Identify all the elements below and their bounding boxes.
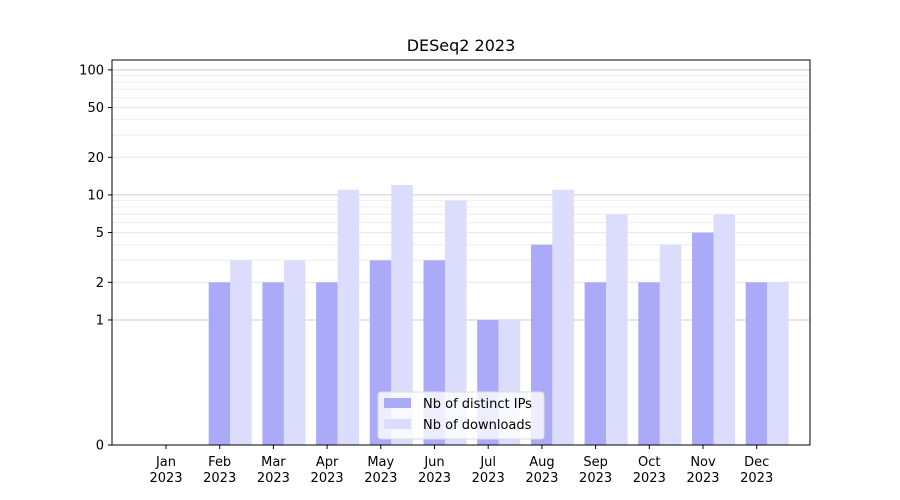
x-tick-label: May 2023: [364, 455, 397, 486]
bar-downloads: [767, 282, 789, 445]
bar-downloads: [552, 189, 574, 445]
legend-frame: [377, 391, 545, 440]
legend-label-distinct-ips: Nb of distinct IPs: [423, 397, 532, 412]
y-tick-label: 1: [96, 313, 104, 328]
x-tick-label: Sep 2023: [579, 455, 612, 486]
y-tick-label: 100: [79, 63, 104, 78]
bar-distinct-ips: [316, 282, 338, 445]
legend: Nb of distinct IPs Nb of downloads: [377, 391, 545, 440]
bar-downloads: [337, 189, 360, 445]
legend-swatch-distinct-ips: [384, 398, 411, 408]
y-tick-label: 2: [96, 276, 104, 291]
plot-frame: [111, 59, 811, 446]
bar-distinct-ips: [638, 282, 660, 445]
bar-distinct-ips: [692, 232, 714, 445]
x-tick-label: Mar 2023: [257, 455, 290, 486]
bar-downloads: [713, 214, 735, 445]
y-tick-label: 10: [87, 188, 104, 203]
x-tick-label: Feb 2023: [203, 455, 236, 486]
x-tick-label: Jan 2023: [149, 455, 182, 486]
x-tick-label: Jun 2023: [418, 455, 451, 486]
bar-downloads: [283, 260, 306, 445]
x-tick-label: Nov 2023: [686, 455, 719, 486]
y-tick-label: 20: [87, 151, 104, 166]
y-axis: 0 1 2 5 10 20 50 100: [79, 63, 112, 454]
bar-distinct-ips: [208, 282, 231, 445]
chart-title: DESeq2 2023: [407, 36, 516, 55]
bar-downloads: [606, 214, 628, 445]
legend-label-downloads: Nb of downloads: [423, 418, 532, 433]
y-tick-label: 50: [87, 101, 104, 116]
bar-downloads: [230, 260, 252, 445]
x-tick-label: Dec 2023: [740, 455, 773, 486]
y-tick-label: 0: [96, 439, 104, 454]
legend-swatch-downloads: [384, 419, 411, 429]
x-tick-label: Apr 2023: [311, 455, 344, 486]
bar-distinct-ips: [262, 282, 284, 445]
bar-distinct-ips: [745, 282, 768, 445]
x-axis: Jan 2023 Feb 2023 Mar 2023 Apr 2023 May 2023 Jun 20…: [149, 445, 773, 486]
bar-distinct-ips: [584, 282, 607, 445]
bar-downloads: [659, 244, 682, 445]
x-tick-label: Aug 2023: [525, 455, 558, 486]
bar-downloads: [445, 200, 467, 445]
x-tick-label: Jul 2023: [472, 455, 505, 486]
y-tick-label: 5: [96, 226, 104, 241]
x-tick-label: Oct 2023: [633, 455, 666, 486]
bar-downloads: [391, 185, 413, 445]
